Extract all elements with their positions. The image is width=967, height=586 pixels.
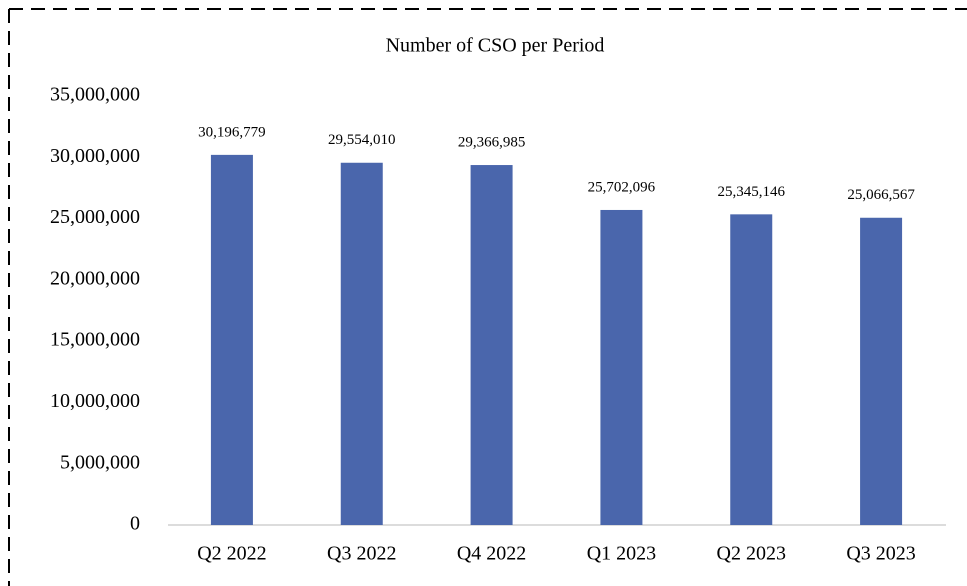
value-label: 29,366,985 [458,134,526,150]
x-tick-label: Q3 2023 [846,543,915,565]
value-label: 25,702,096 [588,179,656,195]
value-label: 25,066,567 [847,187,915,203]
value-label: 29,554,010 [328,132,396,148]
value-label: 30,196,779 [198,124,266,140]
x-tick-label: Q1 2023 [587,543,656,565]
y-tick-label: 25,000,000 [50,206,140,228]
y-tick-label: 15,000,000 [50,329,140,351]
y-tick-label: 35,000,000 [50,84,140,106]
bar [210,154,253,525]
bar [860,217,903,526]
y-tick-label: 30,000,000 [50,145,140,167]
x-tick-label: Q2 2022 [197,543,266,565]
bar [470,165,513,525]
y-tick-label: 20,000,000 [50,267,140,289]
y-tick-label: 5,000,000 [60,451,140,473]
bar [730,214,773,525]
y-tick-label: 10,000,000 [50,390,140,412]
x-tick-label: Q4 2022 [457,543,526,565]
bar [600,209,643,525]
value-label: 25,345,146 [718,184,786,200]
x-tick-label: Q2 2023 [717,543,786,565]
bar [340,162,383,526]
x-tick-label: Q3 2022 [327,543,396,565]
chart-title: Number of CSO per Period [386,35,605,57]
y-tick-label: 0 [130,513,140,535]
